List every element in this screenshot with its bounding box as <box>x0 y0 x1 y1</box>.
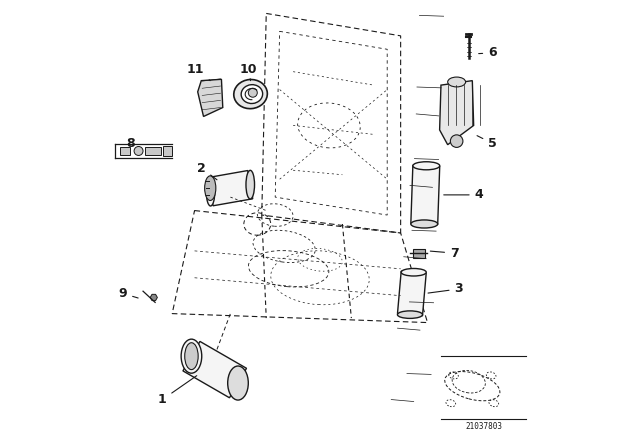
Polygon shape <box>411 165 440 224</box>
Polygon shape <box>145 147 161 155</box>
Ellipse shape <box>185 343 198 370</box>
Circle shape <box>451 135 463 147</box>
Text: 8: 8 <box>127 137 135 150</box>
Text: 6: 6 <box>479 46 497 60</box>
Polygon shape <box>440 81 474 145</box>
Ellipse shape <box>397 311 422 319</box>
Ellipse shape <box>448 77 466 87</box>
Polygon shape <box>413 249 425 258</box>
Ellipse shape <box>413 162 440 170</box>
Circle shape <box>134 146 143 155</box>
Text: 9: 9 <box>118 287 138 300</box>
Text: 10: 10 <box>239 63 257 81</box>
Ellipse shape <box>401 268 426 276</box>
Polygon shape <box>198 79 223 116</box>
Text: 11: 11 <box>187 63 210 81</box>
Ellipse shape <box>206 177 215 206</box>
Polygon shape <box>163 146 172 156</box>
Text: 3: 3 <box>428 282 463 296</box>
Text: 4: 4 <box>444 188 483 202</box>
Ellipse shape <box>234 79 268 109</box>
Polygon shape <box>183 341 246 398</box>
Ellipse shape <box>246 170 255 199</box>
Polygon shape <box>150 294 157 301</box>
Polygon shape <box>208 171 253 206</box>
Text: 7: 7 <box>430 246 459 260</box>
Text: 2: 2 <box>197 161 217 180</box>
Ellipse shape <box>205 176 216 201</box>
Ellipse shape <box>228 366 248 400</box>
Text: 21037803: 21037803 <box>465 422 502 431</box>
Polygon shape <box>120 147 130 155</box>
Polygon shape <box>397 271 426 316</box>
Circle shape <box>248 88 257 97</box>
Ellipse shape <box>241 85 262 103</box>
Text: 5: 5 <box>477 136 497 150</box>
Ellipse shape <box>411 220 438 228</box>
Text: 1: 1 <box>158 376 196 406</box>
Ellipse shape <box>181 339 202 373</box>
